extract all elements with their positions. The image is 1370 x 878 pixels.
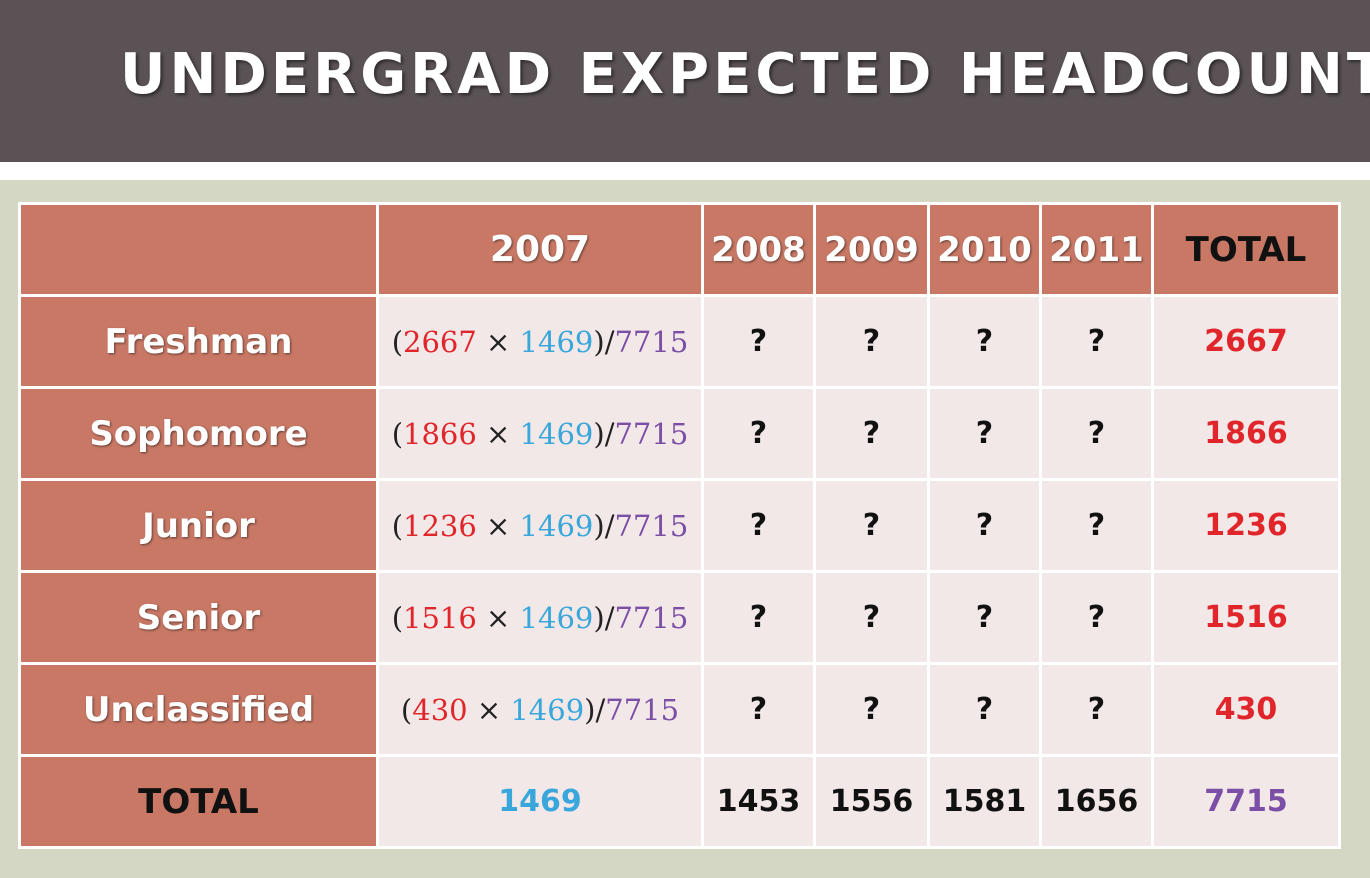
unknown-cell: ? bbox=[701, 570, 816, 665]
column-header: 2009 bbox=[813, 202, 930, 297]
formula-part: )/ bbox=[593, 324, 615, 359]
row-label: Freshman bbox=[18, 294, 379, 389]
formula-part: ( bbox=[391, 508, 404, 543]
row-label: Senior bbox=[18, 570, 379, 665]
formula-part: 7715 bbox=[614, 600, 689, 635]
row-total: 1866 bbox=[1151, 386, 1341, 481]
column-header: 2010 bbox=[927, 202, 1042, 297]
formula-part: 7715 bbox=[614, 508, 689, 543]
formula-part: )/ bbox=[593, 600, 615, 635]
unknown-cell: ? bbox=[813, 662, 930, 757]
formula-cell: (1866 × 1469)/7715 bbox=[376, 386, 704, 481]
column-header: 2011 bbox=[1039, 202, 1154, 297]
unknown-cell: ? bbox=[701, 478, 816, 573]
unknown-cell: ? bbox=[927, 386, 1042, 481]
unknown-cell: ? bbox=[813, 478, 930, 573]
headcount-table: 2007 2008 2009 2010 2011 TOTAL Freshman (2667 ×… bbox=[18, 202, 1341, 849]
formula-part: )/ bbox=[584, 692, 606, 727]
header-row: 2007 2008 2009 2010 2011 TOTAL bbox=[18, 202, 1341, 297]
formula-cell: (1516 × 1469)/7715 bbox=[376, 570, 704, 665]
unknown-cell: ? bbox=[1039, 294, 1154, 389]
formula-part: × bbox=[476, 508, 520, 543]
formula-part: 1236 bbox=[403, 508, 477, 543]
formula-part: 1516 bbox=[403, 600, 477, 635]
unknown-cell: ? bbox=[813, 294, 930, 389]
formula-part: × bbox=[476, 416, 520, 451]
table-row: Senior (1516 × 1469)/7715???? 1516 bbox=[18, 570, 1341, 665]
unknown-cell: ? bbox=[927, 662, 1042, 757]
formula-part: 7715 bbox=[605, 692, 680, 727]
formula-part: ( bbox=[391, 416, 404, 451]
row-label: Sophomore bbox=[18, 386, 379, 481]
formula-part: 1469 bbox=[519, 600, 594, 635]
year-total: 1656 bbox=[1039, 754, 1154, 849]
formula-part: ( bbox=[391, 324, 404, 359]
formula-part: 1469 bbox=[519, 416, 594, 451]
row-label: Junior bbox=[18, 478, 379, 573]
formula-part: ( bbox=[391, 600, 404, 635]
row-label: TOTAL bbox=[18, 754, 379, 849]
unknown-cell: ? bbox=[1039, 386, 1154, 481]
corner-cell bbox=[18, 202, 379, 297]
formula-part: )/ bbox=[593, 508, 615, 543]
unknown-cell: ? bbox=[813, 570, 930, 665]
formula-part: 2667 bbox=[403, 324, 477, 359]
column-header: 2007 bbox=[376, 202, 704, 297]
table-row: Unclassified (430 × 1469)/7715???? 430 bbox=[18, 662, 1341, 757]
title-strip bbox=[0, 162, 1370, 180]
unknown-cell: ? bbox=[1039, 662, 1154, 757]
year-total: 1453 bbox=[701, 754, 816, 849]
total-row: TOTAL 1469 1453 1556 1581 1656 7715 bbox=[18, 754, 1341, 849]
title-band bbox=[0, 0, 1370, 162]
year-total: 7715 bbox=[1151, 754, 1341, 849]
unknown-cell: ? bbox=[927, 478, 1042, 573]
formula-part: 1469 bbox=[519, 508, 594, 543]
formula-cell: (430 × 1469)/7715 bbox=[376, 662, 704, 757]
year-total: 1581 bbox=[927, 754, 1042, 849]
formula-part: 1866 bbox=[403, 416, 477, 451]
formula-part: × bbox=[476, 324, 520, 359]
formula-part: 430 bbox=[412, 692, 468, 727]
formula-part: 1469 bbox=[510, 692, 585, 727]
column-header: 2008 bbox=[701, 202, 816, 297]
formula-part: 7715 bbox=[614, 324, 689, 359]
row-total: 430 bbox=[1151, 662, 1341, 757]
row-total: 1516 bbox=[1151, 570, 1341, 665]
unknown-cell: ? bbox=[813, 386, 930, 481]
formula-part: 7715 bbox=[614, 416, 689, 451]
formula-cell: (1236 × 1469)/7715 bbox=[376, 478, 704, 573]
year-total: 1556 bbox=[813, 754, 930, 849]
unknown-cell: ? bbox=[701, 294, 816, 389]
formula-part: × bbox=[476, 600, 520, 635]
unknown-cell: ? bbox=[1039, 570, 1154, 665]
formula-cell: (2667 × 1469)/7715 bbox=[376, 294, 704, 389]
row-label: Unclassified bbox=[18, 662, 379, 757]
unknown-cell: ? bbox=[701, 386, 816, 481]
year-total: 1469 bbox=[376, 754, 704, 849]
unknown-cell: ? bbox=[701, 662, 816, 757]
table-row: Junior (1236 × 1469)/7715???? 1236 bbox=[18, 478, 1341, 573]
unknown-cell: ? bbox=[1039, 478, 1154, 573]
formula-part: 1469 bbox=[519, 324, 594, 359]
formula-part: ( bbox=[400, 692, 413, 727]
table-row: Sophomore (1866 × 1469)/7715???? 1866 bbox=[18, 386, 1341, 481]
unknown-cell: ? bbox=[927, 294, 1042, 389]
row-total: 2667 bbox=[1151, 294, 1341, 389]
unknown-cell: ? bbox=[927, 570, 1042, 665]
row-total: 1236 bbox=[1151, 478, 1341, 573]
slide-title: UNDERGRAD EXPECTED HEADCOUNT bbox=[120, 42, 1370, 107]
column-header: TOTAL bbox=[1151, 202, 1341, 297]
formula-part: )/ bbox=[593, 416, 615, 451]
formula-part: × bbox=[467, 692, 511, 727]
table-row: Freshman (2667 × 1469)/7715???? 2667 bbox=[18, 294, 1341, 389]
